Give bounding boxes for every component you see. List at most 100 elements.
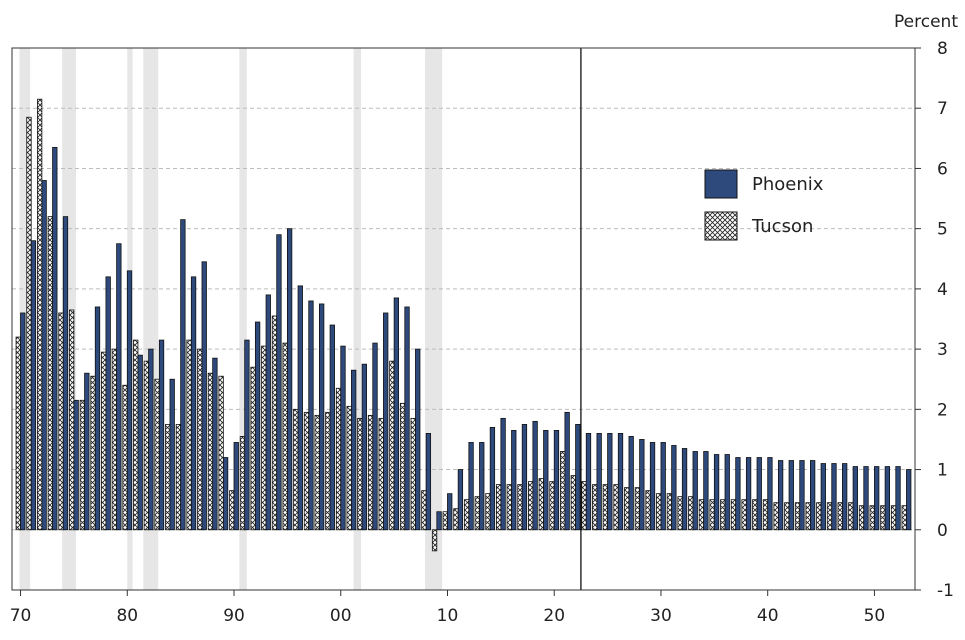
bar-phoenix bbox=[340, 345, 346, 531]
bar-tucson bbox=[720, 499, 726, 531]
bar-tucson bbox=[485, 493, 491, 531]
bar-phoenix bbox=[532, 420, 538, 531]
bar-tucson bbox=[592, 484, 598, 531]
legend-swatch-phoenix bbox=[704, 169, 738, 199]
bar-tucson bbox=[335, 387, 342, 531]
legend-swatch-tucson bbox=[704, 211, 738, 241]
bar-tucson bbox=[495, 484, 502, 531]
bar-phoenix bbox=[73, 399, 79, 531]
bar-phoenix bbox=[201, 261, 207, 531]
bar-phoenix bbox=[596, 433, 602, 531]
bar-tucson bbox=[357, 417, 363, 531]
bar-tucson bbox=[207, 372, 214, 531]
bar-phoenix bbox=[148, 348, 154, 531]
bar-phoenix bbox=[52, 146, 58, 531]
bar-phoenix bbox=[308, 300, 314, 531]
bar-phoenix bbox=[660, 442, 666, 531]
bar-phoenix bbox=[884, 466, 890, 531]
bar-phoenix bbox=[713, 454, 720, 531]
bar-phoenix bbox=[511, 430, 517, 531]
bar-phoenix bbox=[30, 240, 37, 531]
bar-phoenix bbox=[383, 312, 389, 531]
bar-tucson bbox=[752, 499, 758, 531]
bar-tucson bbox=[325, 411, 331, 531]
bar-phoenix bbox=[137, 354, 143, 531]
x-tick-label: 10 bbox=[437, 606, 459, 626]
bar-tucson bbox=[869, 505, 875, 531]
bar-phoenix bbox=[831, 463, 837, 531]
bar-phoenix bbox=[777, 460, 784, 531]
bar-tucson bbox=[90, 375, 96, 531]
bar-tucson bbox=[271, 315, 278, 531]
bar-phoenix bbox=[372, 342, 378, 531]
bar-phoenix bbox=[767, 457, 773, 531]
bar-tucson bbox=[37, 98, 43, 531]
bar-tucson bbox=[79, 399, 85, 531]
bar-phoenix bbox=[62, 216, 69, 531]
bar-phoenix bbox=[393, 297, 400, 531]
bar-tucson bbox=[794, 502, 801, 531]
bar-tucson bbox=[858, 505, 865, 531]
bar-tucson bbox=[197, 348, 203, 531]
y-tick-label: 6 bbox=[937, 159, 948, 179]
bar-phoenix bbox=[820, 463, 826, 531]
bar-tucson bbox=[111, 348, 118, 531]
bar-tucson bbox=[784, 502, 790, 531]
bar-phoenix bbox=[543, 430, 549, 531]
bar-tucson bbox=[175, 423, 182, 531]
y-tick-label: -1 bbox=[937, 581, 954, 601]
bar-tucson bbox=[389, 360, 395, 531]
x-tick-label: 70 bbox=[10, 606, 32, 626]
bar-tucson bbox=[186, 339, 192, 531]
bar-phoenix bbox=[233, 442, 239, 531]
bar-phoenix bbox=[222, 457, 229, 531]
bar-phoenix bbox=[20, 312, 26, 531]
bar-phoenix bbox=[809, 460, 816, 531]
y-tick-label: 0 bbox=[937, 521, 948, 541]
x-tick-label: 30 bbox=[650, 606, 672, 626]
bar-tucson bbox=[346, 405, 352, 531]
bar-tucson bbox=[410, 417, 416, 531]
y-tick-label: 5 bbox=[937, 220, 948, 240]
bar-tucson bbox=[506, 484, 512, 531]
bar-tucson bbox=[709, 499, 715, 531]
bar-phoenix bbox=[351, 369, 357, 531]
bar-tucson bbox=[421, 490, 427, 531]
bar-tucson bbox=[698, 499, 705, 531]
bar-phoenix bbox=[94, 306, 101, 531]
bar-tucson bbox=[677, 496, 683, 531]
y-axis: -1 0 1 2 3 4 5 6 7 8 bbox=[915, 39, 954, 601]
bar-phoenix bbox=[681, 448, 688, 531]
bars bbox=[15, 98, 912, 552]
bar-phoenix bbox=[84, 372, 90, 531]
bar-phoenix bbox=[169, 378, 175, 531]
bar-tucson bbox=[880, 505, 886, 531]
bar-tucson bbox=[293, 408, 299, 531]
bar-phoenix bbox=[724, 454, 730, 531]
bar-tucson bbox=[581, 481, 587, 531]
bar-tucson bbox=[901, 505, 907, 531]
bar-phoenix bbox=[628, 436, 634, 531]
bar-tucson bbox=[645, 490, 651, 531]
bar-phoenix bbox=[575, 423, 581, 531]
bar-phoenix bbox=[436, 511, 442, 531]
bar-tucson bbox=[431, 529, 438, 552]
bar-phoenix bbox=[447, 493, 453, 531]
bar-tucson bbox=[165, 423, 171, 531]
bar-tucson bbox=[634, 487, 641, 531]
bar-phoenix bbox=[906, 469, 912, 531]
legend-label-tucson: Tucson bbox=[751, 216, 813, 237]
bar-tucson bbox=[890, 505, 897, 531]
bar-phoenix bbox=[212, 357, 218, 531]
bar-phoenix bbox=[265, 294, 271, 531]
bar-tucson bbox=[773, 502, 779, 531]
bar-tucson bbox=[848, 502, 854, 531]
bar-phoenix bbox=[671, 445, 677, 531]
bar-phoenix bbox=[254, 321, 261, 531]
bar-tucson bbox=[762, 499, 769, 531]
bar-phoenix bbox=[607, 433, 613, 531]
bar-tucson bbox=[101, 351, 107, 531]
bar-phoenix bbox=[425, 433, 432, 531]
y-tick-label: 8 bbox=[937, 39, 948, 59]
